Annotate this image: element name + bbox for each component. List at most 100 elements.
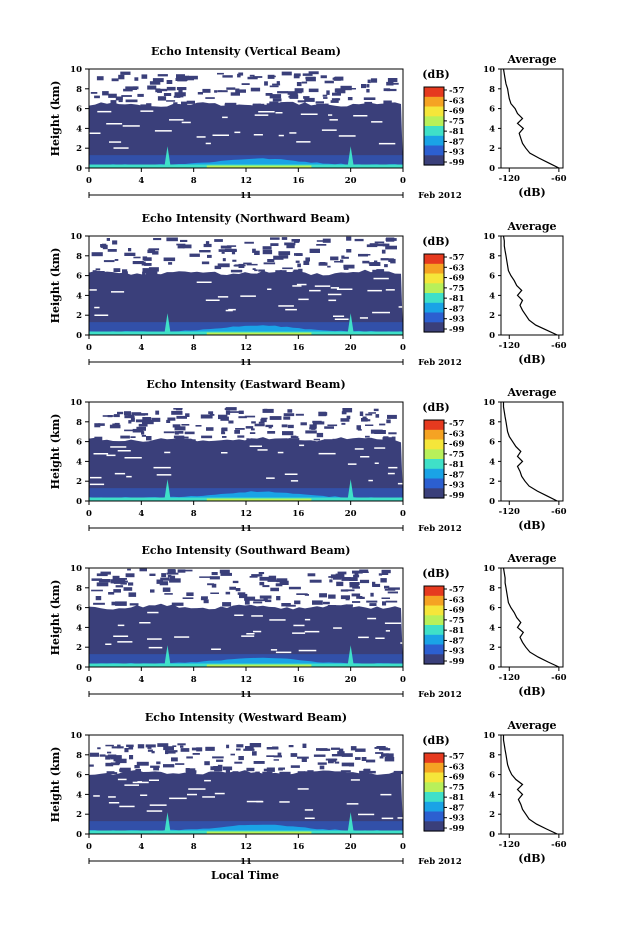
heatmap-cell: [128, 420, 132, 424]
profile-x-tick-label: -60: [551, 341, 566, 351]
heatmap-cell: [393, 770, 403, 775]
y-tick-label: 0: [76, 164, 82, 174]
heatmap-cell: [221, 427, 228, 432]
heatmap-cell: [177, 569, 186, 573]
heatmap-cell: [284, 242, 296, 246]
y-tick-label: 8: [76, 584, 82, 594]
heatmap-cell: [201, 435, 213, 439]
heatmap-cell: [283, 413, 295, 417]
colorbar-tick-label: -93: [449, 647, 464, 657]
profile-frame: [500, 734, 564, 835]
heatmap-cell: [252, 248, 256, 253]
heatmap-cell: [372, 581, 376, 586]
data-gap: [251, 615, 263, 617]
heatmap-cell: [341, 762, 350, 767]
y-tick-label: 0: [76, 663, 82, 673]
colorbar-tick-label: -75: [449, 117, 464, 127]
colorbar-swatch: [424, 753, 444, 764]
surface-echo-peak: [206, 332, 312, 335]
colorbar-swatch: [424, 605, 444, 616]
heatmap-cell: [325, 758, 338, 761]
heatmap-cell: [98, 423, 105, 426]
profile-y-tick-label: 4: [489, 124, 495, 134]
heatmap-cell: [259, 581, 265, 586]
colorbar-swatch: [424, 273, 444, 284]
date-month: Feb 2012: [418, 191, 462, 201]
data-gap: [94, 314, 109, 316]
data-gap: [304, 809, 314, 811]
heatmap-cell: [170, 575, 176, 581]
heatmap-cell: [221, 428, 225, 433]
profile-line: [502, 402, 558, 502]
heatmap-cell: [157, 743, 169, 747]
colorbar-tick-label: -99: [449, 158, 464, 168]
data-gap: [375, 637, 385, 639]
heatmap-cell: [264, 81, 268, 86]
heatmap-cell: [291, 754, 295, 756]
heatmap-cell: [291, 239, 300, 242]
colorbar-tick-label: -81: [449, 294, 464, 304]
profile-x-axis-label: (dB): [518, 353, 545, 366]
colorbar-tick-label: -69: [449, 606, 464, 616]
heatmap-cell: [150, 765, 160, 768]
heatmap-cell: [294, 600, 301, 605]
profile-y-tick-label: 2: [489, 810, 495, 820]
data-gap: [211, 648, 221, 650]
heatmap-cell: [128, 582, 134, 586]
data-gap: [212, 134, 229, 136]
data-gap: [354, 448, 364, 450]
x-tick-label: 8: [191, 343, 197, 353]
heatmap-cell: [345, 596, 350, 601]
heatmap-cell: [350, 88, 356, 90]
data-gap: [154, 130, 172, 132]
heatmap-cell: [341, 255, 345, 259]
profile-y-tick-label: 2: [489, 643, 495, 653]
heatmap-cell: [331, 747, 340, 750]
heatmap-cell: [126, 744, 134, 748]
colorbar-swatch: [424, 439, 444, 450]
profile-frame: [500, 235, 564, 336]
heatmap-cell: [98, 579, 111, 583]
data-gap: [110, 446, 127, 448]
data-gap: [304, 817, 315, 819]
chart-title: Echo Intensity (Northward Beam): [142, 212, 351, 225]
heatmap-cell: [228, 420, 234, 424]
heatmap-cell: [378, 573, 383, 576]
heatmap-cell: [89, 764, 94, 767]
heatmap-cell: [244, 241, 254, 244]
heatmap-cell: [225, 410, 231, 415]
heatmap-cell: [367, 79, 371, 84]
heatmap-cell: [384, 585, 390, 589]
profile-title: Average: [506, 719, 556, 732]
data-gap: [292, 285, 302, 287]
heatmap-cell: [357, 571, 369, 573]
heatmap-cell: [208, 411, 214, 415]
heatmap-cell: [220, 572, 232, 576]
y-tick-label: 2: [76, 477, 82, 487]
heatmap-cell: [300, 422, 307, 426]
heatmap-cell: [366, 759, 376, 763]
heatmap-cell: [211, 572, 218, 576]
heatmap-cell: [382, 601, 387, 606]
heatmap-cell: [368, 412, 376, 414]
y-tick-label: 8: [76, 252, 82, 262]
data-gap: [284, 473, 298, 475]
x-tick-label: 20: [345, 675, 357, 685]
data-gap: [330, 287, 339, 289]
heatmap-cell: [267, 579, 279, 582]
heatmap-cell: [237, 592, 246, 595]
heatmap-cell: [172, 745, 177, 747]
panel-4: Echo Intensity (Southward Beam) 0 2 4 6 8 10 He…: [49, 544, 567, 700]
heatmap-cell: [287, 91, 298, 95]
heatmap-cell: [105, 762, 114, 767]
heatmap-cell: [201, 261, 210, 265]
heatmap-cell: [361, 84, 366, 89]
heatmap-cell: [118, 74, 125, 80]
heatmap-cell: [124, 252, 136, 256]
heatmap-cell: [348, 762, 355, 767]
data-gap: [290, 480, 299, 482]
heatmap-cell: [370, 78, 378, 83]
colorbar-tick-label: -87: [449, 470, 464, 480]
x-tick-label: 0: [86, 176, 92, 186]
heatmap-cell: [258, 269, 265, 272]
